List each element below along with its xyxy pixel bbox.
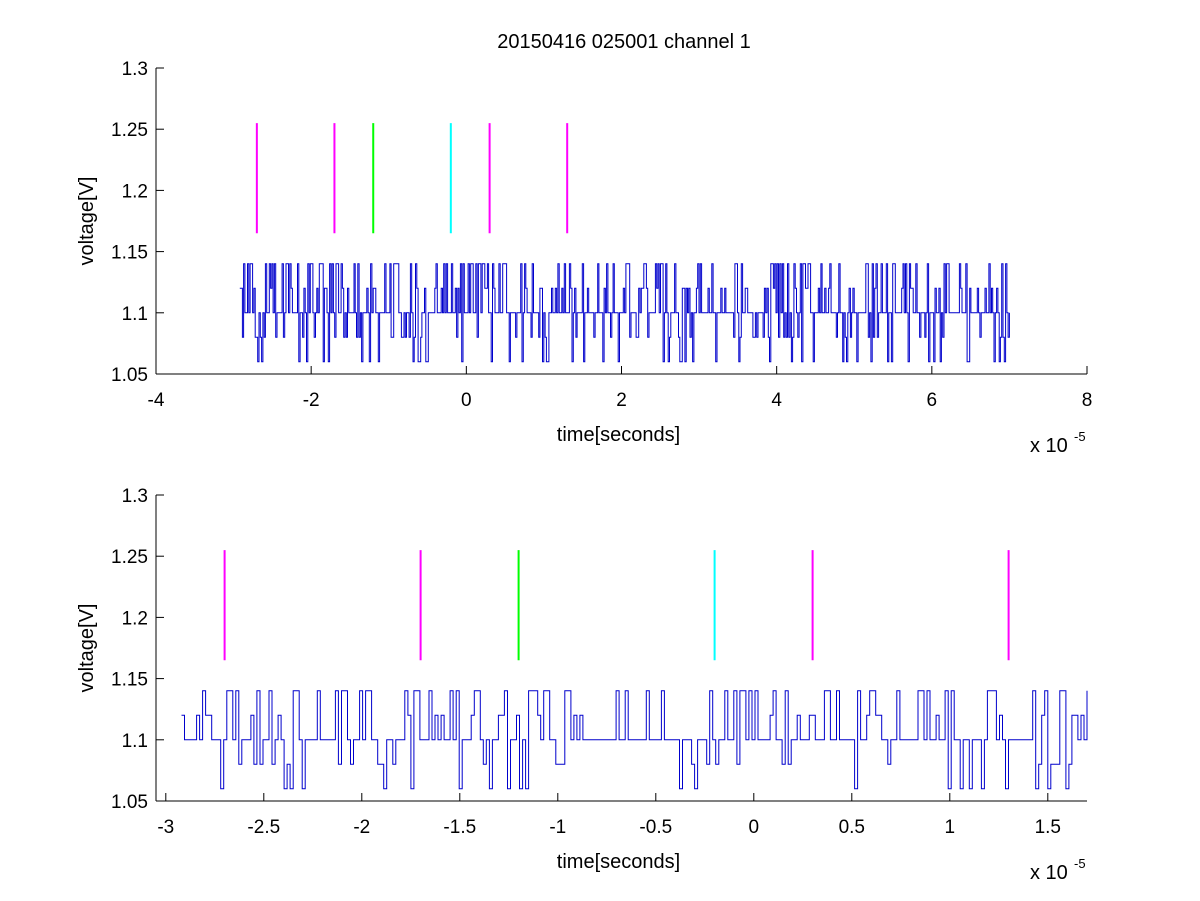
y-tick-label: 1.2 (122, 181, 148, 202)
voltage-trace (239, 263, 1010, 363)
x-axis-multiplier: x 10 (1030, 862, 1068, 884)
x-tick-label: -0.5 (639, 817, 672, 838)
y-tick-label: 1.3 (122, 59, 148, 80)
x-tick-label: 0 (461, 390, 472, 411)
bottom-plot-panel: -3 -2.5 -2 -1.5 -1 -0.5 0 0.5 1 1.5 1.05 1.1 1.15 1.2… (76, 486, 1088, 884)
x-tick-label: -2.5 (247, 817, 280, 838)
x-tick-label: -3 (157, 817, 174, 838)
x-tick-label: 2 (616, 390, 627, 411)
x-tick-label: 4 (771, 390, 782, 411)
x-tick-label: 1.5 (1035, 817, 1061, 838)
voltage-trace (181, 690, 1088, 790)
x-axis-label: time[seconds] (557, 851, 680, 873)
x-tick-label: 6 (927, 390, 938, 411)
top-plot-panel: -4 -2 0 2 4 6 8 1.05 1.1 1.15 1.2 1.25 1.3 time[secon… (76, 59, 1092, 457)
y-tick-label: 1.15 (111, 243, 148, 264)
y-tick-label: 1.05 (111, 365, 148, 386)
y-axis-label: voltage[V] (76, 604, 98, 693)
y-tick-label: 1.1 (122, 304, 148, 325)
y-tick-label: 1.25 (111, 120, 148, 141)
x-axis-multiplier-exponent: -5 (1074, 856, 1086, 871)
y-tick-label: 1.2 (122, 608, 148, 629)
x-tick-label: -2 (353, 817, 370, 838)
y-axis-label: voltage[V] (76, 177, 98, 266)
x-tick-label: -1 (549, 817, 566, 838)
x-tick-label: -2 (303, 390, 320, 411)
figure-title: 20150416 025001 channel 1 (497, 31, 751, 53)
x-tick-label: -4 (148, 390, 165, 411)
y-tick-label: 1.25 (111, 547, 148, 568)
y-tick-label: 1.05 (111, 792, 148, 813)
x-axis-multiplier: x 10 (1030, 435, 1068, 457)
x-tick-label: -1.5 (443, 817, 476, 838)
y-tick-label: 1.1 (122, 731, 148, 752)
y-tick-label: 1.3 (122, 486, 148, 507)
x-tick-label: 1 (945, 817, 956, 838)
x-tick-label: 0 (749, 817, 760, 838)
x-tick-label: 8 (1082, 390, 1093, 411)
x-axis-multiplier-exponent: -5 (1074, 429, 1086, 444)
x-axis-label: time[seconds] (557, 424, 680, 446)
y-tick-label: 1.15 (111, 670, 148, 691)
x-tick-label: 0.5 (839, 817, 865, 838)
